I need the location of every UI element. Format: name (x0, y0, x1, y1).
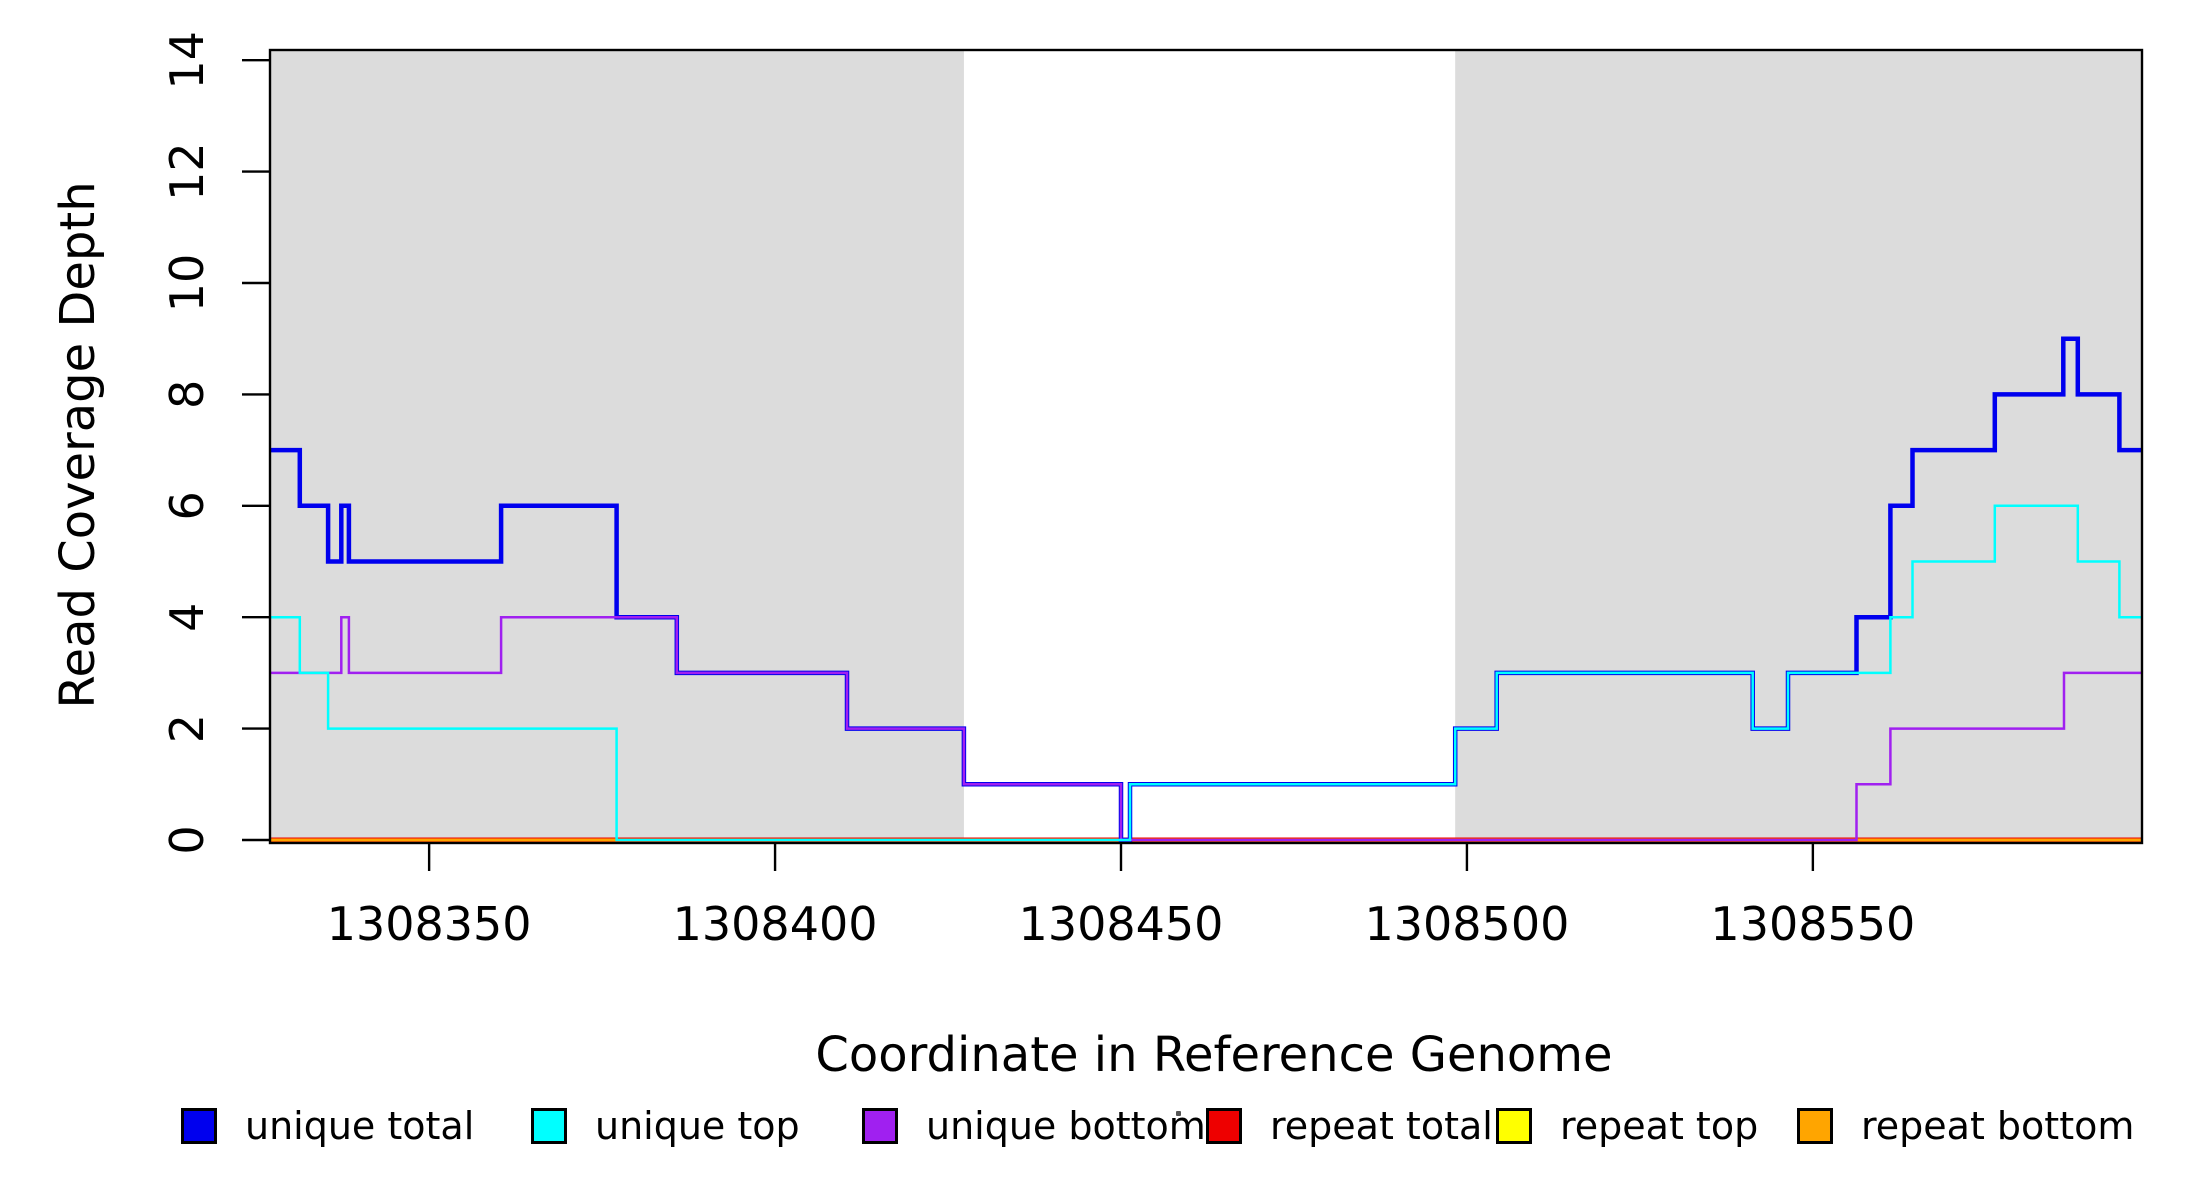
x-tick-label: 1308450 (1019, 897, 1224, 951)
y-tick-label: 10 (160, 254, 214, 313)
x-tick-label: 1308550 (1710, 897, 1915, 951)
series-unique-bottom (271, 615, 2141, 842)
x-tick-label: 1308350 (327, 897, 532, 951)
y-tick-label: 4 (160, 603, 214, 632)
y-tick-label: 8 (160, 380, 214, 409)
series-unique-top (271, 504, 2141, 842)
y-tick-label: 0 (160, 825, 214, 854)
x-tick-label: 1308400 (673, 897, 878, 951)
y-tick-label: 12 (160, 142, 214, 201)
shaded-region-2 (1455, 51, 2142, 842)
y-tick-label: 14 (160, 31, 214, 90)
x-tick-label: 1308500 (1364, 897, 1569, 951)
y-axis-title: Read Coverage Depth (50, 181, 106, 709)
shaded-region-1 (270, 51, 964, 842)
stray-dot-artifact (1176, 1111, 1181, 1116)
y-tick-label: 6 (160, 491, 214, 520)
x-axis-title: Coordinate in Reference Genome (815, 1027, 1613, 1083)
plot-border (268, 48, 2144, 845)
y-tick-label: 2 (160, 714, 214, 743)
